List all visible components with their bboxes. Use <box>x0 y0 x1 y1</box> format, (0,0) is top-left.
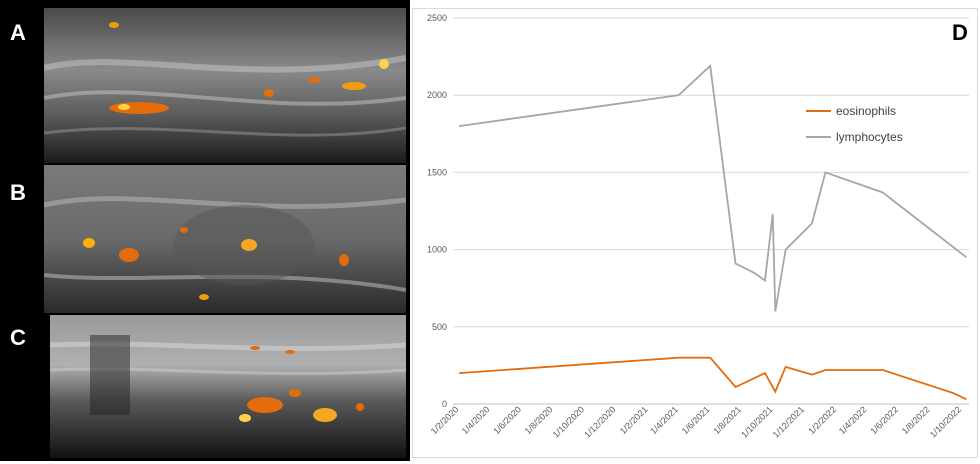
y-tick-label: 1500 <box>427 167 447 177</box>
x-tick-label: 1/12/2020 <box>582 404 617 439</box>
chart-panel: 0 500 1000 1500 2000 2500 1/2/2020 1/4/2020 1/6… <box>412 8 978 458</box>
panel-label-a: A <box>10 20 26 46</box>
x-tick-label: 1/10/2022 <box>928 404 963 439</box>
panel-label-b: B <box>10 180 26 206</box>
y-tick-label: 0 <box>442 399 447 409</box>
x-tick-label: 1/2/2021 <box>618 404 650 436</box>
legend-label: eosinophils <box>836 104 896 118</box>
x-tick-label: 1/4/2020 <box>460 404 492 436</box>
ultrasound-a-graphic <box>44 8 406 163</box>
chart-legend: eosinophils lymphocytes <box>806 104 903 144</box>
x-tick-label: 1/8/2022 <box>900 404 932 436</box>
legend-label: lymphocytes <box>836 130 903 144</box>
ultrasound-c-graphic <box>50 315 406 458</box>
y-axis-ticks: 0 500 1000 1500 2000 2500 <box>427 13 447 409</box>
x-tick-label: 1/4/2021 <box>648 404 680 436</box>
y-tick-label: 2000 <box>427 90 447 100</box>
x-tick-label: 1/6/2022 <box>868 404 900 436</box>
panel-label-d: D <box>952 20 968 46</box>
x-tick-label: 1/10/2021 <box>739 404 774 439</box>
x-axis-ticks: 1/2/2020 1/4/2020 1/6/2020 1/8/20201/10/202… <box>429 404 963 439</box>
series-line-eosinophils <box>459 358 966 400</box>
ultrasound-panels: A B C <box>0 0 410 461</box>
x-tick-label: 1/4/2022 <box>837 404 869 436</box>
x-tick-label: 1/8/2021 <box>711 404 743 436</box>
ultrasound-image-b <box>44 165 406 313</box>
y-tick-label: 2500 <box>427 13 447 23</box>
y-tick-label: 500 <box>432 322 447 332</box>
x-tick-label: 1/6/2020 <box>491 404 523 436</box>
y-tick-label: 1000 <box>427 245 447 255</box>
x-tick-label: 1/12/2021 <box>771 404 806 439</box>
ultrasound-image-c <box>50 315 406 458</box>
ultrasound-image-a <box>44 8 406 163</box>
x-tick-label: 1/10/2020 <box>551 404 586 439</box>
series-line-lymphocytes <box>459 66 966 311</box>
x-tick-label: 1/8/2020 <box>523 404 555 436</box>
ultrasound-b-graphic <box>44 165 406 313</box>
x-tick-label: 1/2/2020 <box>429 404 461 436</box>
x-tick-label: 1/2/2022 <box>806 404 838 436</box>
panel-label-c: C <box>10 325 26 351</box>
x-tick-label: 1/6/2021 <box>680 404 712 436</box>
